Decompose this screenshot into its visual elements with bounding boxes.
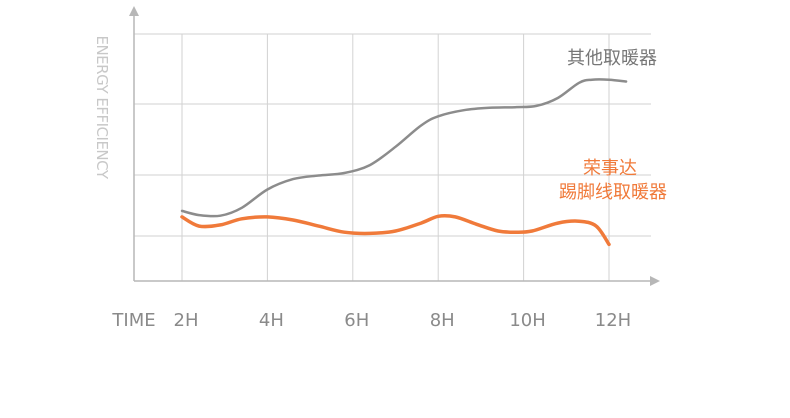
x-tick-label-4h: 4H [259,310,284,331]
series-lines [180,78,628,247]
x-tick-label-10h: 10H [509,310,545,331]
axes [129,6,660,286]
x-axis-label: TIME [111,310,155,331]
series-label-rongshida: 荣事达踢脚线取暖器 [559,158,667,203]
x-tick-label-12h: 12H [595,310,631,331]
rongshida-baseboard-heater-line [180,213,611,247]
x-tick-label-8h: 8H [430,310,455,331]
y-axis-arrow-icon [129,6,139,16]
series-label-rongshida-line-2: 踢脚线取暖器 [559,182,667,203]
series-label-other-heaters: 其他取暖器 [567,48,657,69]
y-axis-label: ENERGY EFFICIENCY [93,35,111,179]
x-axis-arrow-icon [650,276,660,286]
grid-lines [134,33,651,281]
labels: ENERGY EFFICIENCY TIME 2H 4H 6H 8H 10H 12H 其他取暖器… [93,35,667,331]
x-tick-label-6h: 6H [344,310,369,331]
series-label-rongshida-line-1: 荣事达 [583,158,637,179]
x-tick-label-2h: 2H [174,310,199,331]
other-heaters-line [180,78,628,218]
